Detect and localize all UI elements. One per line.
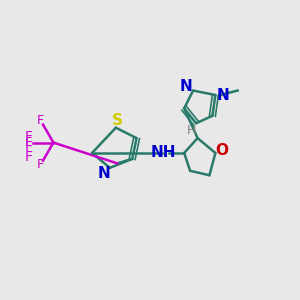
Text: N: N (216, 88, 229, 103)
Text: N: N (98, 166, 110, 181)
Text: S: S (112, 113, 123, 128)
Text: F: F (37, 158, 44, 171)
Text: H: H (187, 124, 196, 137)
Text: F: F (25, 136, 32, 149)
Text: O: O (215, 142, 228, 158)
Text: N: N (179, 79, 192, 94)
Text: F: F (24, 130, 32, 144)
Text: F: F (24, 150, 32, 164)
Text: F: F (37, 114, 44, 127)
Text: NH: NH (151, 146, 176, 160)
Text: F: F (24, 140, 32, 154)
